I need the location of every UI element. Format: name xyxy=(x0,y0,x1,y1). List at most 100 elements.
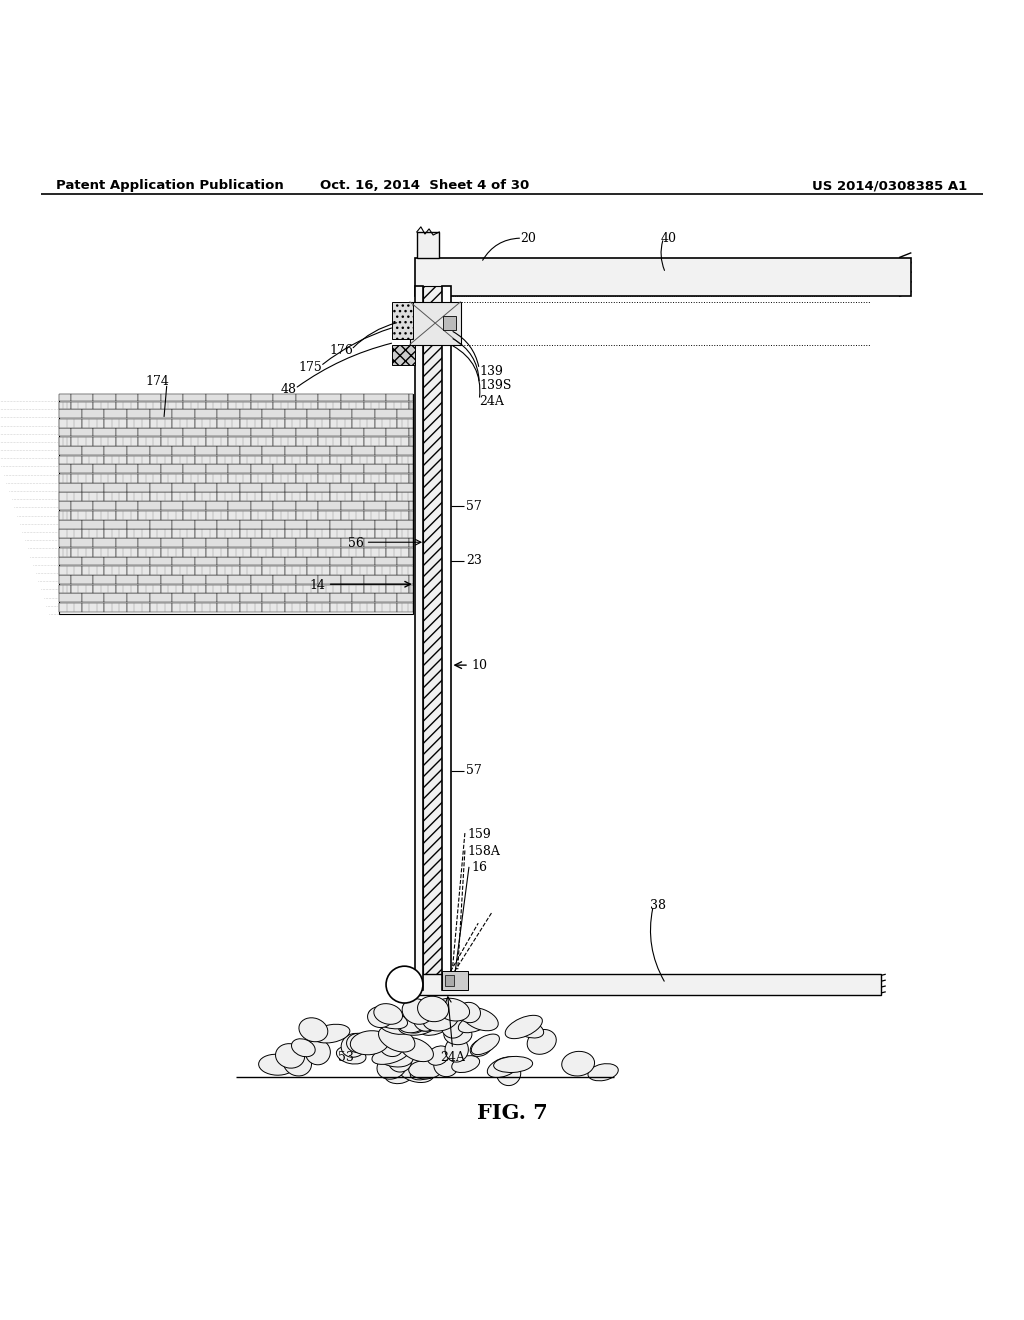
Bar xyxy=(150,483,172,491)
Bar xyxy=(217,455,240,465)
Bar xyxy=(273,428,296,437)
Bar xyxy=(228,428,251,437)
Bar xyxy=(397,520,413,528)
Bar xyxy=(445,975,454,986)
Bar xyxy=(375,566,397,576)
Bar xyxy=(206,401,228,409)
Bar xyxy=(161,428,183,437)
Bar xyxy=(273,393,296,401)
Bar xyxy=(341,539,364,546)
Bar xyxy=(59,502,71,510)
Ellipse shape xyxy=(385,1065,413,1084)
Bar xyxy=(330,483,352,491)
Bar xyxy=(195,529,217,539)
Bar xyxy=(386,502,409,510)
Bar xyxy=(352,483,375,491)
Bar xyxy=(341,465,364,474)
Bar xyxy=(251,576,273,583)
Bar xyxy=(116,401,138,409)
Bar xyxy=(442,972,468,990)
Bar xyxy=(82,418,104,428)
Bar xyxy=(352,418,375,428)
Bar xyxy=(228,502,251,510)
Bar xyxy=(71,401,93,409)
Bar xyxy=(206,548,228,557)
Bar xyxy=(206,474,228,483)
Bar xyxy=(251,428,273,437)
Bar xyxy=(172,455,195,465)
Bar xyxy=(127,557,150,565)
Ellipse shape xyxy=(259,1055,295,1076)
Bar xyxy=(307,409,330,418)
Bar xyxy=(285,492,307,502)
Bar xyxy=(228,576,251,583)
Bar xyxy=(409,548,413,557)
Bar xyxy=(296,539,318,546)
Bar xyxy=(273,502,296,510)
Bar xyxy=(240,418,262,428)
Ellipse shape xyxy=(399,1038,433,1061)
Bar xyxy=(172,557,195,565)
Bar xyxy=(116,474,138,483)
Bar xyxy=(206,437,228,446)
Bar xyxy=(341,548,364,557)
Bar xyxy=(318,539,341,546)
Bar xyxy=(341,428,364,437)
Text: 57: 57 xyxy=(466,500,481,513)
Bar xyxy=(138,511,161,520)
Ellipse shape xyxy=(408,1014,446,1031)
Bar xyxy=(375,446,397,455)
Bar xyxy=(251,502,273,510)
Bar xyxy=(82,455,104,465)
Ellipse shape xyxy=(452,1056,479,1073)
Bar xyxy=(206,576,228,583)
Bar xyxy=(71,585,93,594)
Bar xyxy=(364,428,386,437)
Ellipse shape xyxy=(527,1030,556,1055)
Bar xyxy=(150,418,172,428)
Bar xyxy=(285,566,307,576)
Text: Patent Application Publication: Patent Application Publication xyxy=(56,180,284,193)
Bar xyxy=(59,511,71,520)
Bar xyxy=(273,401,296,409)
Bar xyxy=(93,393,116,401)
Bar xyxy=(273,585,296,594)
Bar xyxy=(183,585,206,594)
Bar xyxy=(82,446,104,455)
Bar xyxy=(330,603,352,612)
Bar xyxy=(240,409,262,418)
Bar xyxy=(104,446,127,455)
Bar xyxy=(397,529,413,539)
Bar xyxy=(285,520,307,528)
Bar xyxy=(59,428,71,437)
Bar xyxy=(240,492,262,502)
Ellipse shape xyxy=(588,1064,618,1081)
Bar xyxy=(59,492,82,502)
Bar xyxy=(150,520,172,528)
Bar xyxy=(397,446,413,455)
Text: 24A: 24A xyxy=(440,1051,465,1064)
Text: 56: 56 xyxy=(347,537,364,549)
Bar xyxy=(116,539,138,546)
Bar xyxy=(386,437,409,446)
Text: 159: 159 xyxy=(467,828,490,841)
Bar xyxy=(82,520,104,528)
Bar xyxy=(375,483,397,491)
Bar xyxy=(59,483,82,491)
Bar xyxy=(161,539,183,546)
Bar xyxy=(262,566,285,576)
Bar xyxy=(240,603,262,612)
Ellipse shape xyxy=(470,1039,493,1056)
Bar xyxy=(296,437,318,446)
Bar xyxy=(397,455,413,465)
Bar xyxy=(217,492,240,502)
Bar xyxy=(183,401,206,409)
Bar xyxy=(82,409,104,418)
Bar xyxy=(228,539,251,546)
Bar xyxy=(318,401,341,409)
Bar xyxy=(364,393,386,401)
Bar xyxy=(161,474,183,483)
Bar xyxy=(93,539,116,546)
Ellipse shape xyxy=(350,1031,389,1055)
Bar xyxy=(161,437,183,446)
